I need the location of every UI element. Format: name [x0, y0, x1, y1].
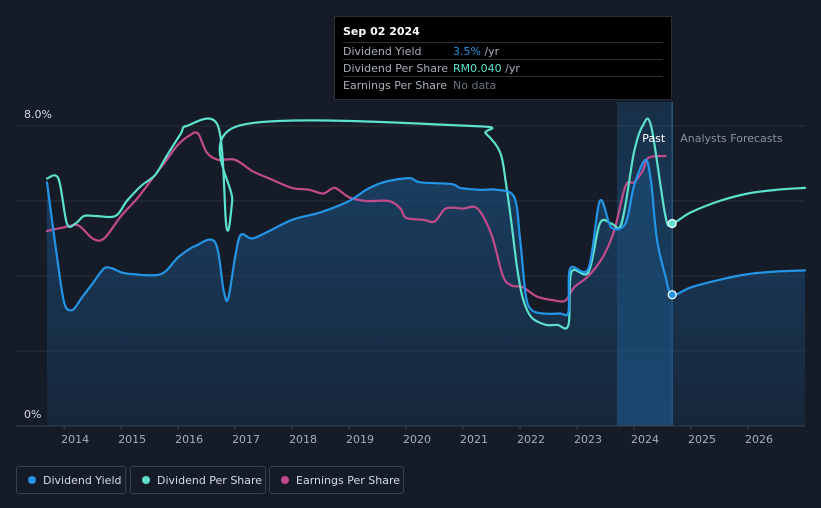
- y-tick-label-bottom: 0%: [24, 408, 41, 421]
- tooltip-value: RM0.040 /yr: [453, 62, 520, 75]
- x-tick-label: 2014: [61, 433, 89, 446]
- x-tick-label: 2021: [460, 433, 488, 446]
- dividend-per-share-marker: [667, 218, 677, 229]
- axes: 8.0% 0% 2014 2015 2016 2017 2018 2019 2020 2021 20…: [16, 108, 805, 446]
- x-tick-label: 2022: [517, 433, 545, 446]
- legend-earnings-per-share[interactable]: Earnings Per Share: [269, 466, 404, 494]
- tooltip: Sep 02 2024 Dividend Yield 3.5% /yr Divi…: [334, 16, 672, 100]
- legend-dot-icon: [281, 476, 289, 484]
- legend-dividend-yield[interactable]: Dividend Yield: [16, 466, 126, 494]
- past-label: Past: [642, 132, 666, 145]
- tooltip-label: Earnings Per Share: [343, 79, 448, 92]
- legend-dot-icon: [142, 476, 150, 484]
- tooltip-row-dividend-per-share: Dividend Per Share RM0.040 /yr: [343, 59, 663, 77]
- series-markers: [667, 218, 677, 300]
- x-tick-label: 2023: [574, 433, 602, 446]
- x-tick-label: 2024: [631, 433, 659, 446]
- x-tick-label: 2015: [118, 433, 146, 446]
- x-tick-label: 2025: [688, 433, 716, 446]
- forecast-label: Analysts Forecasts: [680, 132, 783, 145]
- dividend-yield-fill: [47, 159, 805, 426]
- legend-dot-icon: [28, 476, 36, 484]
- tooltip-label: Dividend Per Share: [343, 62, 449, 75]
- tooltip-date: Sep 02 2024: [343, 25, 420, 38]
- legend-dividend-per-share[interactable]: Dividend Per Share: [130, 466, 266, 494]
- y-tick-label-top: 8.0%: [24, 108, 52, 121]
- dividend-yield-marker: [667, 290, 677, 300]
- x-tick-label: 2017: [232, 433, 260, 446]
- series-lines: [45, 117, 807, 330]
- dividend-yield-line: [45, 158, 807, 317]
- tooltip-row-earnings-per-share: Earnings Per Share No data: [343, 76, 663, 94]
- dividend-yield-area: [47, 159, 805, 426]
- tooltip-value: No data: [453, 79, 497, 92]
- x-tick-label: 2020: [403, 433, 431, 446]
- x-tick-label: 2019: [346, 433, 374, 446]
- tooltip-row-dividend-yield: Dividend Yield 3.5% /yr: [343, 42, 663, 60]
- tooltip-label: Dividend Yield: [343, 45, 422, 58]
- x-tick-label: 2026: [745, 433, 773, 446]
- tooltip-value: 3.5% /yr: [453, 45, 500, 58]
- x-tick-label: 2018: [289, 433, 317, 446]
- x-tick-label: 2016: [175, 433, 203, 446]
- dividend-per-share-line: [45, 117, 807, 330]
